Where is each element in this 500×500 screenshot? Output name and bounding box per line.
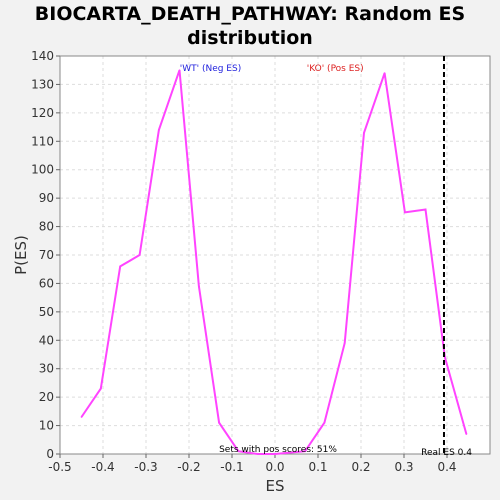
data-point [119, 265, 121, 268]
data-point [304, 450, 306, 452]
real-es-text: Real ES 0.4 [421, 448, 472, 458]
y-tick-label: 90 [39, 191, 54, 205]
data-point [424, 208, 427, 211]
y-tick-label: 120 [31, 106, 54, 120]
neg-es-label: 'WT' (Neg ES) [180, 64, 241, 74]
y-tick-label: 140 [31, 49, 54, 63]
x-tick-label: -0.3 [134, 460, 157, 474]
x-tick-label: -0.1 [220, 460, 243, 474]
data-point [274, 453, 276, 455]
y-tick-label: 70 [39, 248, 54, 262]
x-tick-label: 0.2 [351, 460, 370, 474]
y-tick-label: 0 [46, 447, 54, 461]
pos-scores-text: Sets with pos scores: 51% [219, 445, 337, 455]
data-point [383, 72, 386, 74]
data-point [80, 416, 83, 418]
data-point [100, 387, 102, 390]
pos-es-label: 'KO' (Pos ES) [307, 64, 364, 74]
chart-title-line-2: distribution [187, 27, 313, 49]
y-tick-label: 20 [39, 390, 54, 404]
y-tick-label: 30 [39, 362, 54, 376]
y-tick-label: 50 [39, 305, 54, 319]
data-point [138, 254, 141, 256]
x-tick-label: 0.1 [308, 460, 327, 474]
data-point [323, 421, 326, 424]
x-axis-label: ES [266, 477, 285, 495]
chart-title: BIOCARTA_DEATH_PATHWAY: Random ES distri… [0, 2, 500, 50]
data-point [363, 131, 365, 134]
data-point [257, 453, 259, 455]
x-tick-label: -0.2 [177, 460, 200, 474]
series-line [80, 69, 468, 455]
data-point [404, 211, 406, 214]
x-tick-label: 0.0 [265, 460, 284, 474]
data-point [343, 342, 346, 344]
x-tick-label: 0.3 [394, 460, 413, 474]
y-tick-label: 10 [39, 419, 54, 433]
y-tick-label: 130 [31, 77, 54, 91]
y-tick-label: 60 [39, 276, 54, 290]
y-tick-label: 40 [39, 333, 54, 347]
data-point [218, 421, 220, 424]
x-tick-label: 0.4 [437, 460, 456, 474]
data-point [158, 129, 160, 131]
data-point [465, 433, 468, 435]
data-point [198, 285, 200, 288]
y-tick-label: 80 [39, 220, 54, 234]
x-tick-label: -0.4 [91, 460, 114, 474]
data-point [237, 450, 240, 452]
chart-title-line-1: BIOCARTA_DEATH_PATHWAY: Random ES [34, 3, 466, 25]
data-point [178, 69, 181, 72]
y-tick-label: 110 [31, 134, 54, 148]
y-tick-label: 100 [31, 163, 54, 177]
y-axis-label: P(ES) [12, 235, 30, 275]
x-tick-label: -0.5 [48, 460, 71, 474]
